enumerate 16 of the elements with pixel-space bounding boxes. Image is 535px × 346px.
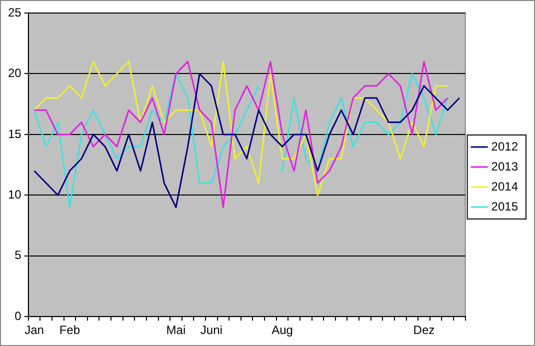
x-tick-label: Aug [272,323,293,338]
y-tick-label: 10 [8,187,22,202]
legend-label: 2015 [491,199,518,214]
x-tick-label: Mai [166,323,186,338]
x-tick-label: Feb [59,323,80,338]
y-tick-label: 15 [8,126,22,141]
y-tick-label: 20 [8,66,22,80]
x-tick-label: Juni [200,323,222,338]
y-tick-label: 5 [14,248,22,262]
y-tick-label: 25 [8,5,22,20]
x-tick-label: Dez [413,323,435,338]
y-tick-label: 0 [14,308,22,323]
x-tick-label: Jan [24,323,44,338]
legend-label: 2012 [491,139,518,154]
legend-label: 2013 [491,159,518,174]
legend-label: 2014 [491,179,518,194]
